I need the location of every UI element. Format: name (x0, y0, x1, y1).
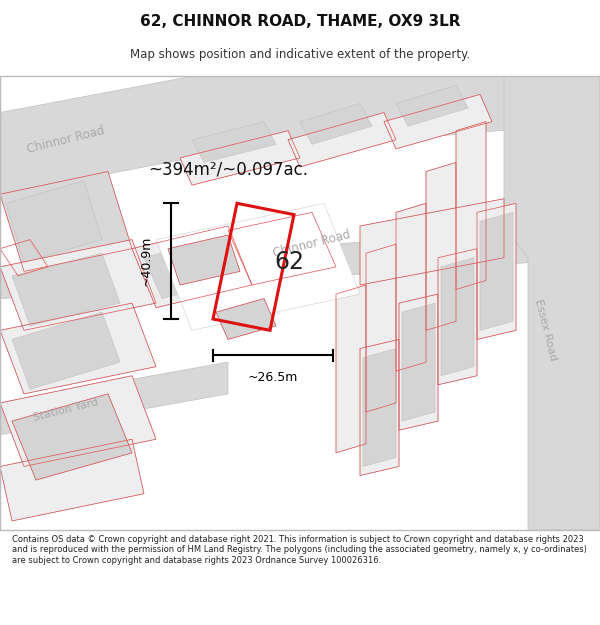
Polygon shape (438, 249, 477, 385)
Polygon shape (360, 199, 504, 285)
Polygon shape (132, 226, 252, 308)
Polygon shape (426, 162, 456, 331)
Text: Map shows position and indicative extent of the property.: Map shows position and indicative extent… (130, 48, 470, 61)
Polygon shape (12, 394, 132, 480)
Polygon shape (300, 104, 372, 144)
Text: Station Yard: Station Yard (32, 397, 100, 422)
Polygon shape (0, 76, 600, 194)
Polygon shape (12, 312, 120, 389)
Polygon shape (240, 221, 318, 281)
Text: Essex Road: Essex Road (533, 299, 559, 362)
Polygon shape (0, 226, 600, 299)
Polygon shape (228, 213, 336, 285)
Polygon shape (0, 376, 156, 466)
Polygon shape (366, 244, 396, 412)
Polygon shape (336, 285, 366, 453)
Polygon shape (288, 112, 396, 167)
Polygon shape (384, 94, 492, 149)
Polygon shape (441, 258, 474, 376)
Polygon shape (12, 253, 120, 326)
Polygon shape (363, 349, 396, 466)
Polygon shape (477, 203, 516, 339)
Polygon shape (0, 239, 156, 331)
Polygon shape (396, 203, 426, 371)
Polygon shape (360, 339, 399, 476)
Polygon shape (456, 122, 486, 289)
Polygon shape (396, 86, 468, 126)
Text: ~40.9m: ~40.9m (139, 236, 152, 286)
Text: 62, CHINNOR ROAD, THAME, OX9 3LR: 62, CHINNOR ROAD, THAME, OX9 3LR (140, 14, 460, 29)
Polygon shape (0, 303, 156, 394)
Polygon shape (0, 171, 132, 271)
Polygon shape (0, 439, 144, 521)
Polygon shape (168, 235, 240, 285)
Polygon shape (0, 362, 228, 435)
Polygon shape (399, 294, 438, 430)
Polygon shape (216, 299, 276, 339)
Polygon shape (6, 181, 102, 262)
Text: Chinnor Road: Chinnor Road (272, 228, 352, 260)
Polygon shape (402, 303, 435, 421)
Polygon shape (156, 203, 360, 331)
Text: ~394m²/~0.097ac.: ~394m²/~0.097ac. (148, 160, 308, 178)
Text: Chinnor Road: Chinnor Road (26, 124, 106, 156)
Polygon shape (480, 213, 513, 331)
Text: 62: 62 (275, 250, 305, 274)
Polygon shape (180, 131, 300, 185)
Text: Contains OS data © Crown copyright and database right 2021. This information is : Contains OS data © Crown copyright and d… (12, 535, 587, 564)
Polygon shape (144, 239, 228, 299)
Text: ~26.5m: ~26.5m (248, 371, 298, 384)
Polygon shape (504, 76, 600, 530)
Polygon shape (192, 122, 276, 162)
